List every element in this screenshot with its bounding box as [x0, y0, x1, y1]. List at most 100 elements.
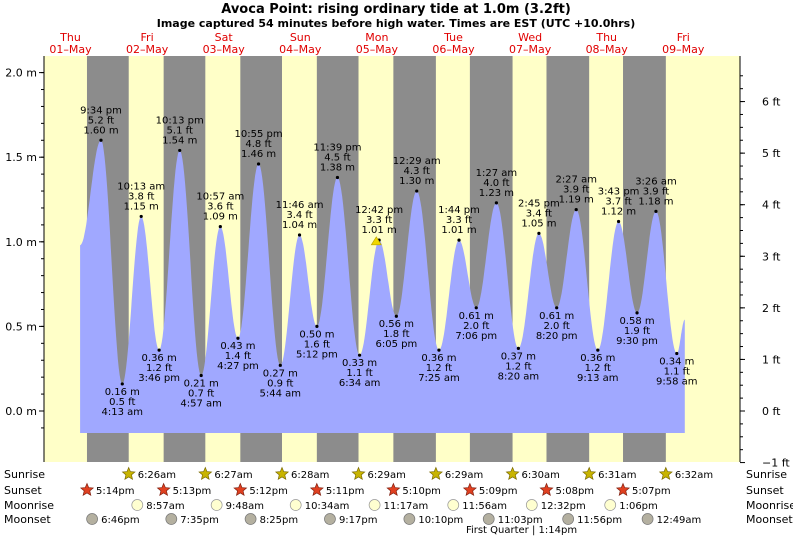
low-tide-label: 0.61 m	[539, 311, 574, 322]
high-tide-label: 4.3 ft	[404, 166, 430, 177]
low-tide-label: 0.33 m	[342, 358, 377, 369]
day-name: Fri	[141, 31, 154, 44]
high-tide-label: 1.19 m	[559, 195, 594, 206]
high-tide-label: 3.3 ft	[446, 215, 472, 226]
sunrise-time: 6:28am	[291, 470, 329, 481]
moon-disc-icon	[368, 499, 381, 511]
low-tide-label: 0.37 m	[501, 351, 536, 362]
high-tide-label: 1.30 m	[399, 176, 434, 187]
low-tide-label: 4:27 pm	[217, 361, 259, 372]
low-tide-label: 0.9 ft	[267, 378, 293, 389]
high-tide-label: 1.60 m	[83, 125, 118, 136]
high-tide-label: 2:27 am	[555, 175, 597, 186]
low-tide-label: 2.0 ft	[463, 321, 489, 332]
high-tide-label: 12:42 pm	[355, 205, 403, 216]
sunset-time: 5:11pm	[326, 486, 365, 497]
star-icon	[156, 482, 171, 497]
y-tick-label-ft: 3 ft	[762, 250, 781, 263]
low-tide-label: 0.16 m	[105, 387, 140, 398]
tide-area	[80, 140, 685, 434]
tide-point	[516, 346, 520, 350]
low-tide-label: 4:13 am	[102, 407, 144, 418]
moonset-time: 9:17pm	[339, 515, 378, 526]
high-tide-label: 1.01 m	[362, 225, 397, 236]
moonset-time: 8:25pm	[260, 515, 299, 526]
high-tide-label: 2:45 pm	[518, 198, 560, 209]
tide-point	[394, 314, 398, 318]
moonset-time: 11:03pm	[498, 515, 543, 526]
low-tide-label: 0.36 m	[421, 353, 456, 364]
moon-disc-icon	[324, 513, 336, 525]
high-tide-label: 1.05 m	[521, 218, 556, 229]
moon-disc-icon	[447, 499, 460, 511]
low-tide-label: 0.7 ft	[188, 388, 214, 399]
tide-point	[120, 382, 124, 386]
high-tide-label: 3.4 ft	[526, 208, 552, 219]
high-tide-label: 10:55 pm	[235, 129, 283, 140]
high-tide-label: 1.54 m	[162, 135, 197, 146]
y-tick-label-ft: 1 ft	[762, 353, 781, 366]
tide-point	[357, 353, 362, 357]
day-name: Tue	[443, 31, 463, 44]
high-tide-label: 1.23 m	[479, 188, 514, 199]
tide-point	[297, 233, 302, 237]
moonset-row-label-right: Moonset	[746, 513, 793, 526]
y-tick-label-ft: 0 ft	[762, 405, 781, 418]
day-headers: Thu01–MayFri02–MaySat03–MaySun04–MayMon0…	[49, 31, 705, 56]
high-tide-label: 1.38 m	[320, 163, 355, 174]
y-tick-label-ft: 4 ft	[762, 199, 781, 212]
tide-point	[596, 348, 600, 352]
chart-title: Avoca Point: rising ordinary tide at 1.0…	[221, 2, 571, 17]
sunset-time: 5:10pm	[402, 486, 441, 497]
star-icon	[505, 466, 520, 481]
moon-disc-icon	[641, 513, 654, 525]
tide-point	[457, 238, 461, 242]
star-icon	[274, 466, 290, 481]
sunset-time: 5:13pm	[173, 486, 212, 497]
moon-disc-icon	[562, 513, 575, 525]
star-icon	[462, 482, 477, 497]
low-tide-label: 0.58 m	[619, 316, 654, 327]
moon-disc-icon	[131, 499, 144, 511]
low-tide-label: 4:57 am	[180, 398, 222, 409]
moon-disc-icon	[289, 499, 302, 511]
y-tick-label-ft: 2 ft	[762, 302, 781, 315]
day-name: Sat	[215, 31, 234, 44]
tide-point	[218, 224, 222, 229]
high-tide-label: 3.4 ft	[286, 210, 312, 221]
low-tide-label: 1.2 ft	[146, 363, 172, 374]
moon-phase-label: First Quarter | 1:14pm	[466, 525, 577, 536]
y-tick-label-m: 1.5 m	[5, 151, 37, 164]
sunrise-time: 6:29am	[368, 470, 406, 481]
low-tide-label: 0.27 m	[263, 368, 298, 379]
low-tide-label: 0.50 m	[299, 329, 334, 340]
low-tide-label: 7:25 am	[418, 373, 460, 384]
sunset-time: 5:14pm	[96, 486, 135, 497]
tide-point	[616, 219, 621, 224]
sunrise-time: 6:26am	[138, 470, 176, 481]
day-name: Sun	[290, 31, 311, 44]
tide-point	[157, 348, 161, 352]
tide-point	[139, 214, 143, 219]
high-tide-label: 9:34 pm	[80, 105, 122, 116]
star-icon	[351, 466, 366, 481]
low-tide-label: 1.1 ft	[664, 366, 690, 377]
axes: 2.0 m 1.5 m 1.0 m 0.5 m 0.0 m 6 ft 5 ft 4 ft 3 f…	[5, 56, 790, 470]
tide-point	[99, 138, 103, 142]
moon-disc-icon	[525, 499, 538, 511]
day-date: 06–May	[432, 43, 475, 56]
star-icon	[658, 466, 673, 481]
day-date: 02–May	[126, 43, 169, 56]
moonset-time: 10:10pm	[418, 515, 463, 526]
low-tide-label: 1.8 ft	[383, 329, 409, 340]
sunset-time: 5:12pm	[249, 486, 288, 497]
moonset-time: 6:46pm	[101, 515, 140, 526]
y-tick-label-m: 1.0 m	[5, 236, 37, 249]
low-tide-label: 0.36 m	[142, 353, 177, 364]
high-tide-label: 12:29 am	[393, 156, 441, 167]
low-tide-label: 8:20 am	[498, 371, 540, 382]
low-tide-label: 6:34 am	[339, 378, 381, 389]
moonrise-time: 1:06pm	[619, 501, 658, 512]
star-icon	[386, 482, 401, 497]
high-tide-label: 3:43 pm	[598, 186, 640, 197]
